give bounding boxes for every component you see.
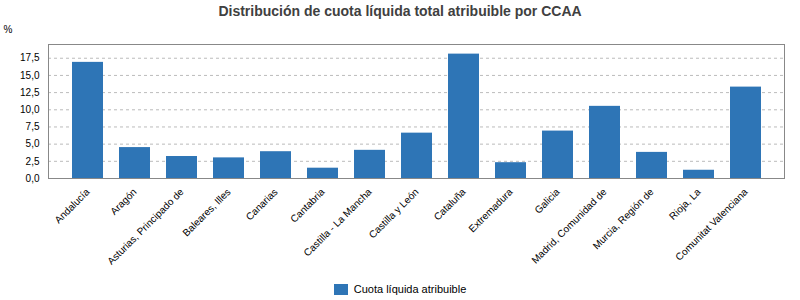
svg-text:Extremadura: Extremadura <box>466 186 515 235</box>
svg-text:Baleares, Illes: Baleares, Illes <box>180 186 232 238</box>
svg-text:17,5: 17,5 <box>20 52 40 63</box>
svg-text:10,0: 10,0 <box>20 104 40 115</box>
svg-text:Cantabria: Cantabria <box>288 186 327 225</box>
svg-text:Rioja, La: Rioja, La <box>667 186 703 222</box>
svg-text:Madrid, Comunidad de: Madrid, Comunidad de <box>529 186 609 266</box>
svg-text:Asturias, Principado de: Asturias, Principado de <box>105 186 186 267</box>
svg-text:Aragón: Aragón <box>108 186 139 217</box>
svg-text:0,0: 0,0 <box>26 173 40 184</box>
svg-text:Canarias: Canarias <box>244 186 280 222</box>
svg-text:Castilla y León: Castilla y León <box>367 186 421 240</box>
svg-text:Castilla - La Mancha: Castilla - La Mancha <box>301 186 374 259</box>
svg-text:Comunitat Valenciana: Comunitat Valenciana <box>673 186 750 263</box>
svg-text:2,5: 2,5 <box>26 156 40 167</box>
svg-text:7,5: 7,5 <box>26 121 40 132</box>
svg-text:Andalucía: Andalucía <box>52 186 92 226</box>
svg-text:Murcia, Región de: Murcia, Región de <box>591 186 656 251</box>
svg-text:5,0: 5,0 <box>26 138 40 149</box>
html-text:Cuota líquida atribuible: Cuota líquida atribuible <box>353 283 467 295</box>
html-text:Distribución de cuota líquida: Distribución de cuota líquida total atri… <box>218 3 582 19</box>
svg-text:%: % <box>4 24 13 35</box>
svg-text:Galicia: Galicia <box>532 186 562 216</box>
svg-text:12,5: 12,5 <box>20 87 40 98</box>
svg-text:Cataluña: Cataluña <box>432 186 468 222</box>
svg-text:15,0: 15,0 <box>20 70 40 81</box>
